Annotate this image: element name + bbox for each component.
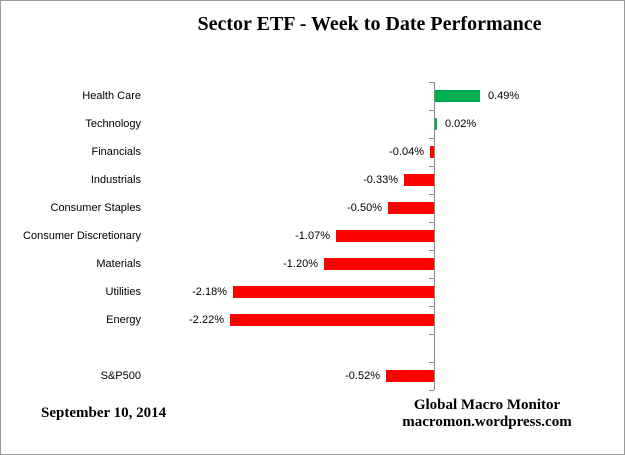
value-label-materials: -1.20% bbox=[283, 258, 318, 270]
category-label-energy: Energy bbox=[106, 314, 141, 326]
value-label-health-care: 0.49% bbox=[488, 90, 520, 102]
value-label-financials: -0.04% bbox=[389, 146, 424, 158]
value-label-technology: 0.02% bbox=[445, 118, 477, 130]
axis-tick bbox=[429, 222, 434, 223]
value-zero-axis bbox=[434, 82, 435, 390]
bar-consumer-discretionary bbox=[336, 230, 434, 242]
value-label-utilities: -2.18% bbox=[192, 286, 227, 298]
value-label-consumer-discretionary: -1.07% bbox=[295, 230, 330, 242]
category-label-financials: Financials bbox=[91, 146, 141, 158]
axis-tick bbox=[429, 166, 434, 167]
axis-tick bbox=[429, 110, 434, 111]
category-label-consumer-staples: Consumer Staples bbox=[50, 202, 142, 214]
bar-industrials bbox=[404, 174, 434, 186]
category-label-consumer-discretionary: Consumer Discretionary bbox=[23, 230, 141, 242]
category-label-utilities: Utilities bbox=[105, 286, 141, 298]
category-label-industrials: Industrials bbox=[90, 174, 141, 186]
axis-tick bbox=[429, 306, 434, 307]
bar-health-care bbox=[435, 90, 480, 102]
bar-consumer-staples bbox=[388, 202, 434, 214]
category-label-technology: Technology bbox=[85, 118, 141, 130]
bar-materials bbox=[324, 258, 434, 270]
bar-utilities bbox=[233, 286, 434, 298]
source-line-1: Global Macro Monitor bbox=[413, 397, 561, 413]
axis-tick bbox=[429, 138, 434, 139]
axis-tick bbox=[429, 82, 434, 83]
source-line-2: macromon.wordpress.com bbox=[402, 414, 572, 430]
value-label-energy: -2.22% bbox=[189, 314, 224, 326]
bar-s-p500 bbox=[386, 370, 434, 382]
bar-technology bbox=[435, 118, 437, 130]
axis-tick bbox=[429, 362, 434, 363]
chart-title: Sector ETF - Week to Date Performance bbox=[197, 13, 542, 35]
source-annotation: Global Macro Monitor macromon.wordpress.… bbox=[346, 397, 624, 431]
date-annotation: September 10, 2014 bbox=[41, 405, 167, 421]
value-label-consumer-staples: -0.50% bbox=[347, 202, 382, 214]
axis-tick bbox=[429, 250, 434, 251]
category-label-health-care: Health Care bbox=[82, 90, 141, 102]
category-label-materials: Materials bbox=[96, 258, 141, 270]
axis-tick bbox=[429, 194, 434, 195]
bar-energy bbox=[230, 314, 434, 326]
axis-tick bbox=[429, 390, 434, 391]
axis-tick bbox=[429, 334, 434, 335]
category-label-s-p500: S&P500 bbox=[100, 370, 141, 382]
bar-financials bbox=[430, 146, 434, 158]
value-label-industrials: -0.33% bbox=[363, 174, 398, 186]
value-label-s-p500: -0.52% bbox=[345, 370, 380, 382]
axis-tick bbox=[429, 278, 434, 279]
